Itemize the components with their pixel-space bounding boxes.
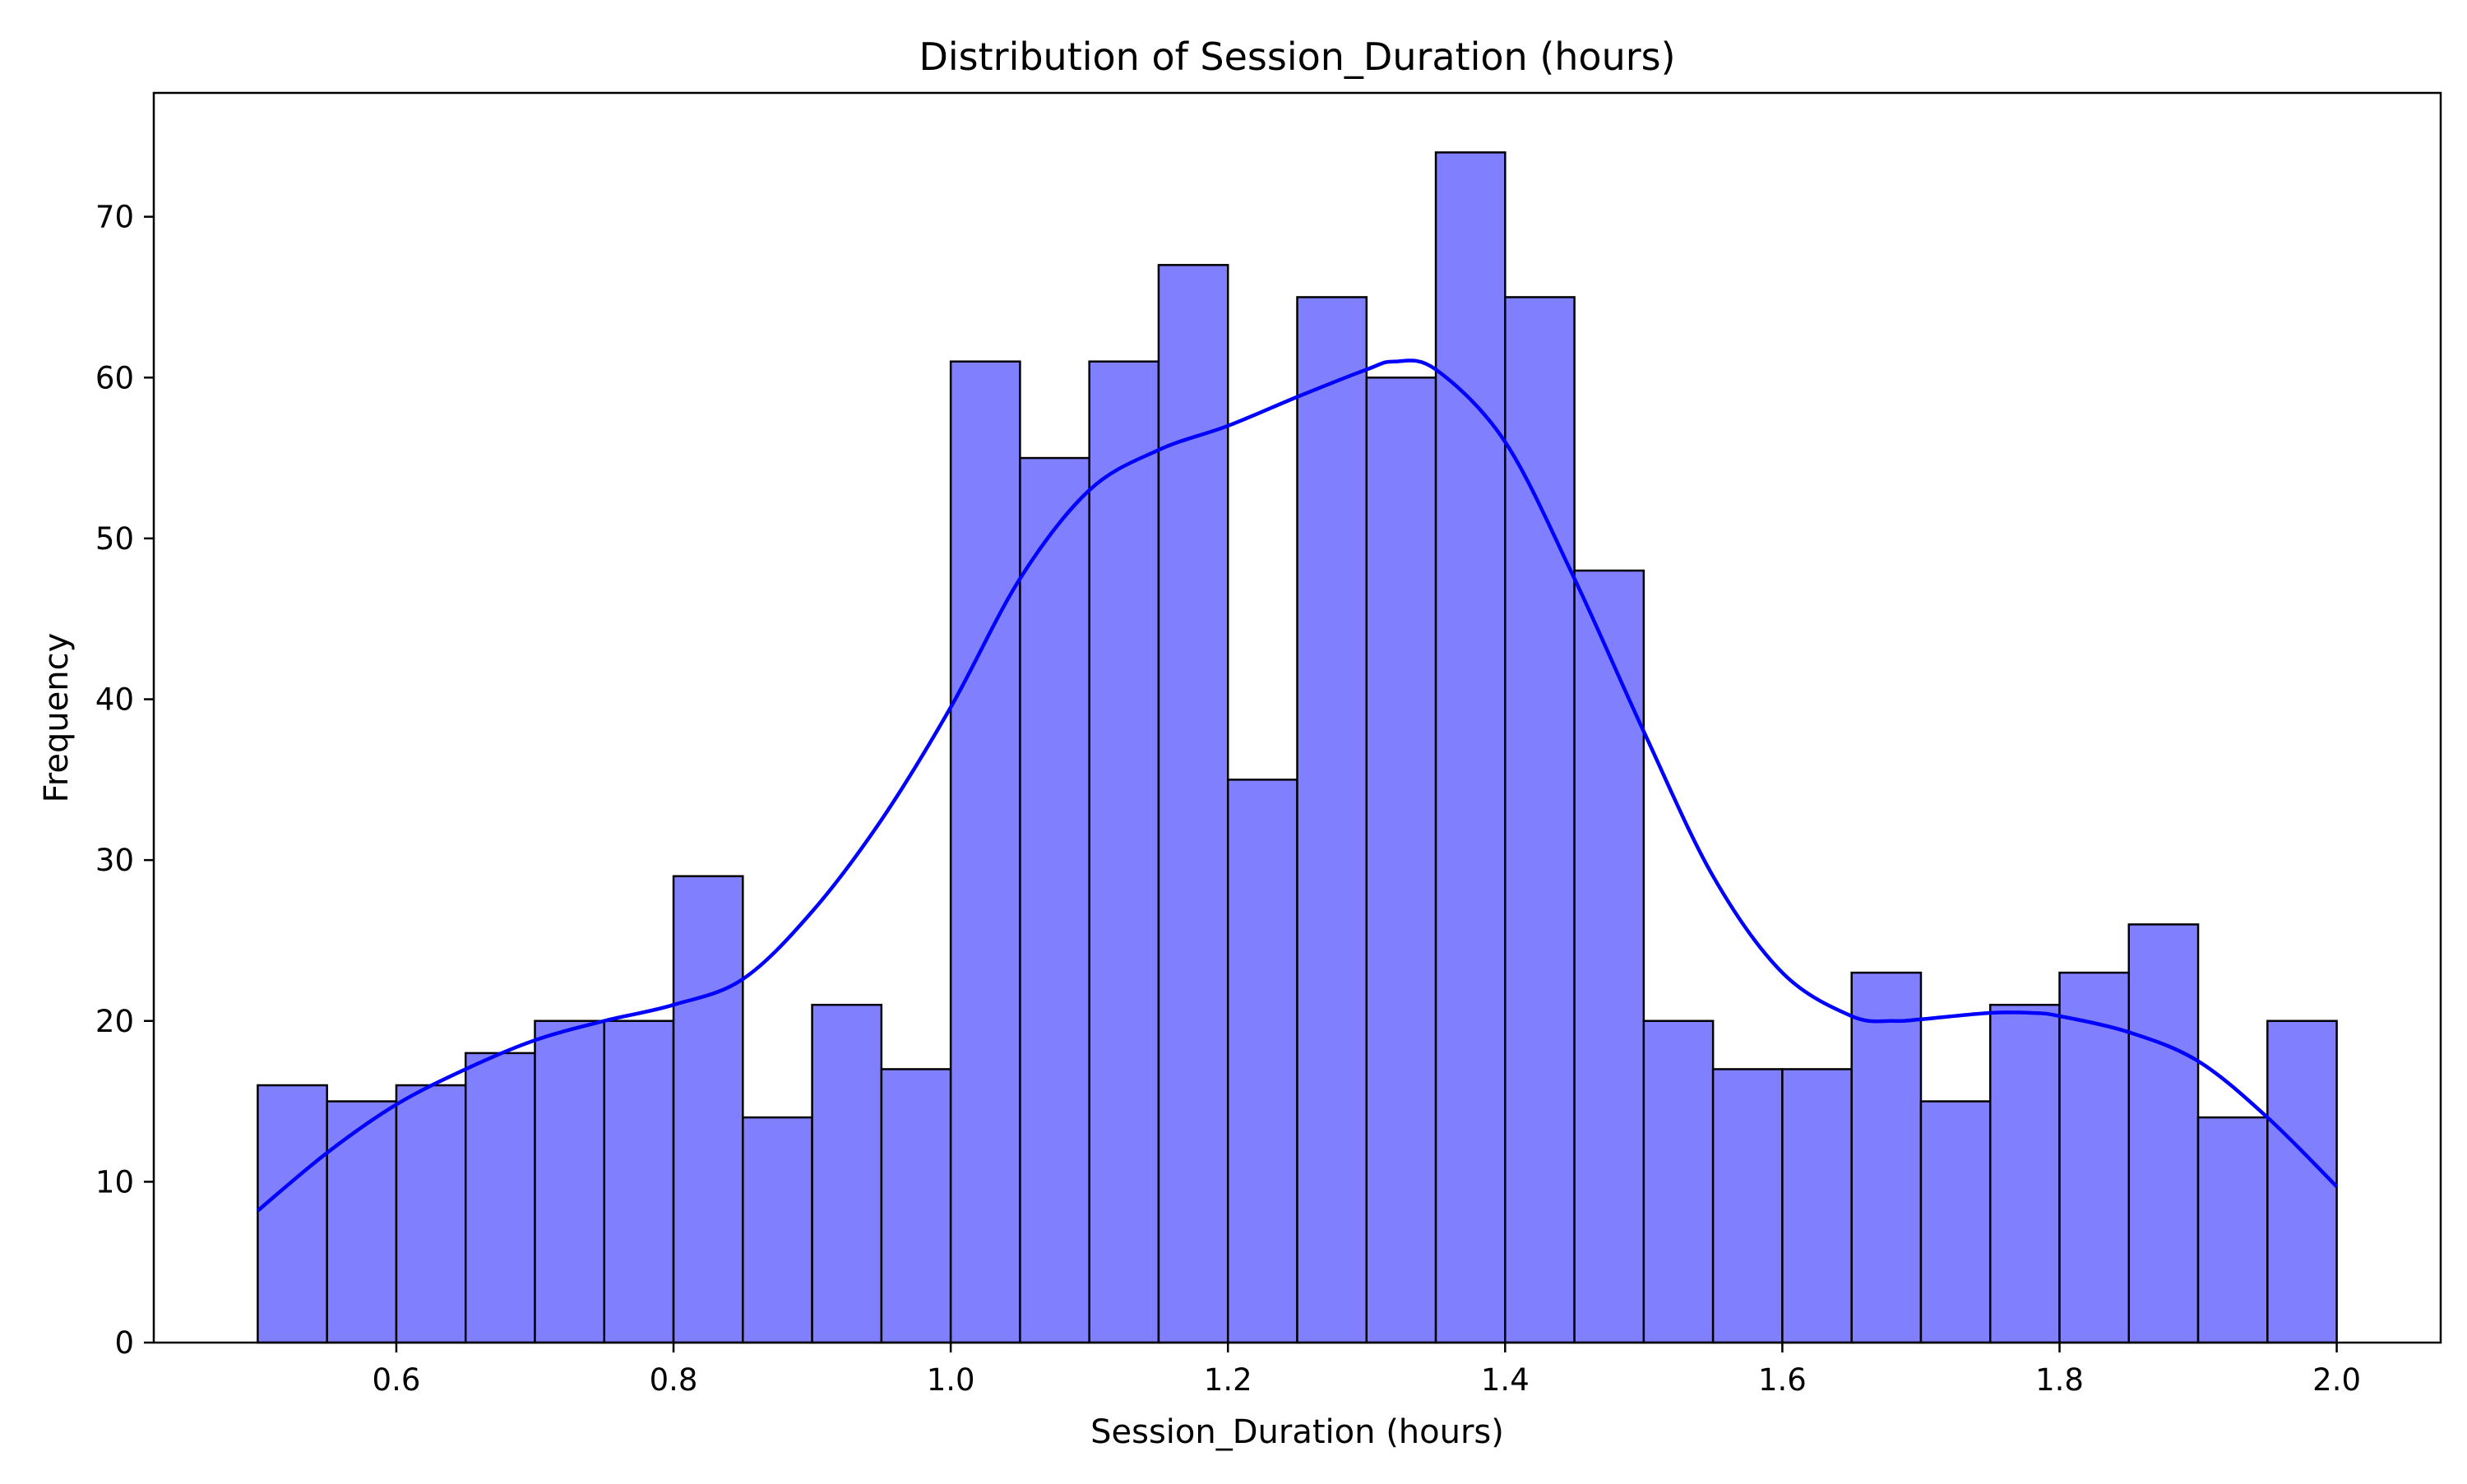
x-axis-ticks: 0.6 0.8 1.0 1.2 1.4 1.6 1.8 2.0 xyxy=(373,1343,2361,1398)
histogram-bar xyxy=(2196,1116,2269,1344)
x-tick-label: 1.0 xyxy=(927,1362,975,1398)
histogram-bar xyxy=(949,360,1021,1344)
y-tick-label: 10 xyxy=(95,1164,134,1200)
histogram-bar xyxy=(672,875,744,1344)
histogram-bar xyxy=(1434,151,1507,1344)
histogram-bar xyxy=(1296,296,1368,1344)
histogram-bar xyxy=(742,1116,813,1344)
x-axis-label: Session_Duration (hours) xyxy=(1090,1413,1504,1451)
x-tick-label: 1.4 xyxy=(1481,1362,1530,1398)
y-tick-label: 30 xyxy=(95,843,134,878)
histogram-bar xyxy=(257,1084,328,1344)
histogram-bar xyxy=(811,1003,883,1344)
y-axis-label: Frequency xyxy=(38,633,76,803)
histogram-bar xyxy=(1711,1068,1784,1344)
histogram-bar xyxy=(1850,971,1923,1344)
histogram-bar xyxy=(395,1084,467,1344)
histogram-bar xyxy=(1226,779,1298,1344)
y-tick-label: 40 xyxy=(95,682,134,718)
y-tick-label: 70 xyxy=(95,200,134,235)
histogram-bar xyxy=(2127,923,2200,1344)
histogram-bar xyxy=(1365,377,1437,1344)
y-axis-ticks: 0 10 20 30 40 50 60 70 xyxy=(95,200,154,1361)
histogram-bar xyxy=(326,1100,398,1344)
histogram-bar xyxy=(1988,1003,2061,1344)
x-tick-label: 1.2 xyxy=(1204,1362,1252,1398)
histogram-bar xyxy=(603,1019,675,1344)
histogram-bar xyxy=(1504,296,1576,1344)
y-tick-label: 20 xyxy=(95,1004,134,1039)
histogram-bar xyxy=(1157,264,1229,1344)
histogram-bar xyxy=(1781,1068,1853,1344)
histogram-bar xyxy=(534,1019,606,1344)
kde-layer xyxy=(256,358,2339,1213)
plot-frame xyxy=(152,91,2442,1344)
histogram-bar xyxy=(1019,456,1090,1344)
x-tick-label: 1.8 xyxy=(2035,1362,2084,1398)
histogram-bar xyxy=(464,1052,536,1344)
bars-layer xyxy=(257,151,2338,1344)
histogram-bar xyxy=(1642,1019,1715,1344)
x-tick-label: 0.6 xyxy=(373,1362,421,1398)
histogram-bar xyxy=(1919,1100,1992,1344)
x-tick-label: 1.6 xyxy=(1758,1362,1807,1398)
chart-title: Distribution of Session_Duration (hours) xyxy=(919,35,1675,79)
y-tick-label: 0 xyxy=(114,1325,134,1361)
y-tick-label: 60 xyxy=(95,360,134,395)
kde-curve xyxy=(256,358,2339,1213)
histogram-bar xyxy=(880,1068,952,1344)
y-tick-label: 50 xyxy=(95,521,134,557)
x-tick-label: 0.8 xyxy=(650,1362,698,1398)
histogram-bar xyxy=(1573,569,1645,1344)
histogram-bar xyxy=(1088,360,1160,1344)
histogram-bar xyxy=(2266,1019,2338,1344)
x-tick-label: 2.0 xyxy=(2312,1362,2361,1398)
